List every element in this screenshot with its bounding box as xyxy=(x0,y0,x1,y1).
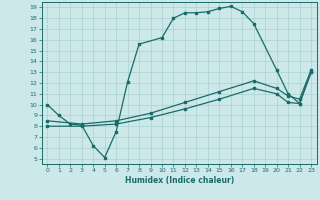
X-axis label: Humidex (Indice chaleur): Humidex (Indice chaleur) xyxy=(124,176,234,185)
